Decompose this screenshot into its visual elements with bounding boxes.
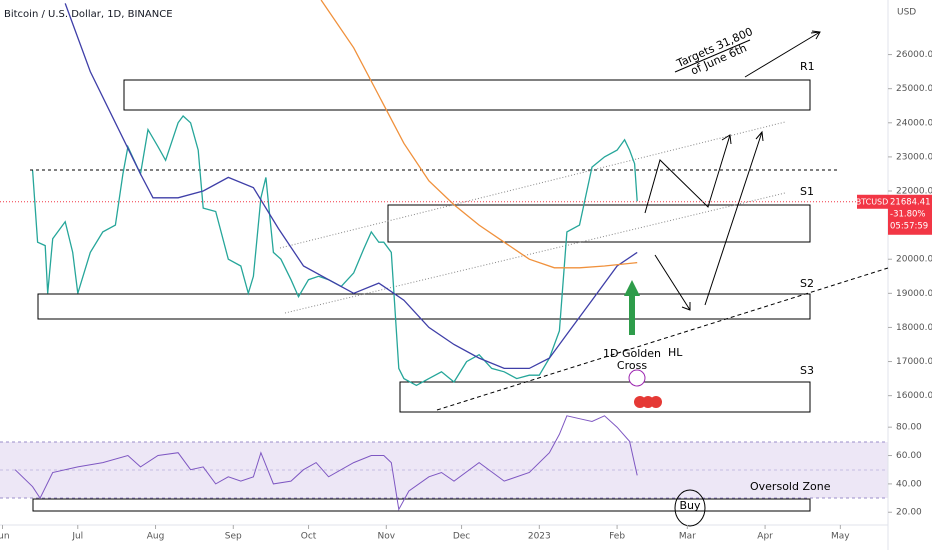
- y-tick-label: 24000.00: [896, 118, 932, 128]
- trend-line: [436, 267, 889, 411]
- x-tick-label: Jun: [0, 532, 10, 542]
- annotation: S3: [800, 364, 814, 377]
- y-axis-label: USD: [897, 8, 916, 18]
- y-tick-label: 20.00: [896, 508, 922, 518]
- up-arrow: [624, 280, 640, 335]
- projection: [704, 131, 763, 306]
- annotation: Buy: [679, 499, 701, 512]
- zones: [30, 30, 889, 527]
- event-icon: [650, 396, 662, 408]
- y-tick-label: 25000.00: [896, 84, 932, 94]
- zone-r1: [123, 79, 811, 111]
- annotation: Cross: [617, 359, 647, 372]
- y-tick-label: 16000.00: [896, 391, 932, 401]
- x-tick-label: Mar: [679, 532, 696, 542]
- x-tick-label: Oct: [301, 532, 317, 542]
- x-tick-label: 2023: [528, 532, 551, 542]
- target-arrow: [674, 39, 751, 73]
- price-box-countdown: 05:57:59: [890, 221, 928, 231]
- y-tick-label: 17000.00: [896, 357, 932, 367]
- price-box-value: 21684.41: [890, 197, 931, 207]
- x-tick-label: Dec: [453, 532, 470, 542]
- arrow-head: [755, 130, 764, 142]
- y-tick-label: 19000.00: [896, 289, 932, 299]
- chart-title: Bitcoin / U.S. Dollar, 1D, BINANCE: [4, 9, 173, 20]
- annotation: 1D Golden: [603, 347, 661, 360]
- x-tick-label: Nov: [378, 532, 396, 542]
- projection: [654, 254, 691, 311]
- price-box-change: -31.80%: [890, 209, 925, 219]
- x-tick-label: Aug: [147, 532, 165, 542]
- x-tick-label: Feb: [609, 532, 625, 542]
- series-line: [64, 3, 638, 370]
- annotation: Oversold Zone: [750, 480, 831, 493]
- zone-oversold: [32, 498, 811, 512]
- series-line: [31, 115, 638, 387]
- y-tick-label: 40.00: [896, 479, 922, 489]
- x-tick-label: May: [831, 532, 850, 542]
- event-icon: [628, 369, 646, 387]
- y-tick-label: 60.00: [896, 451, 922, 461]
- arrow-head: [721, 134, 732, 145]
- x-tick-label: Jul: [71, 532, 83, 542]
- projection: [644, 134, 731, 214]
- series-line: [320, 0, 638, 269]
- price-badge-label: BTCUSD: [856, 197, 889, 206]
- annotation: S1: [800, 185, 814, 198]
- zone-s2: [37, 293, 811, 320]
- price-box: [888, 194, 932, 235]
- zone-s3: [399, 381, 811, 413]
- annotation: R1: [800, 60, 815, 73]
- y-tick-label: 80.00: [896, 423, 922, 433]
- y-tick-label: 23000.00: [896, 152, 932, 162]
- y-tick-label: 18000.00: [896, 323, 932, 333]
- y-tick-label: 22000.00: [896, 187, 932, 197]
- x-tick-label: Apr: [757, 532, 773, 542]
- arrow-head: [811, 30, 821, 40]
- annotation: S2: [800, 277, 814, 290]
- y-tick-label: 26000.00: [896, 50, 932, 60]
- x-tick-label: Sep: [225, 532, 242, 542]
- price-badge: [857, 194, 888, 209]
- zone-s1: [387, 204, 811, 243]
- buy-circle: [674, 489, 706, 527]
- annotation: HL: [668, 346, 683, 359]
- series-line: [14, 415, 638, 511]
- y-tick-label: 20000.00: [896, 255, 932, 265]
- arrow-head: [681, 302, 691, 311]
